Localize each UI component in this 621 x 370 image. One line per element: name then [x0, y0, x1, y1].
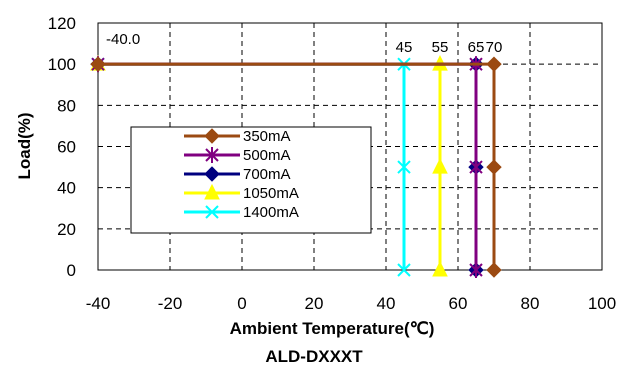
legend-entry-700mA: 700mA	[184, 166, 291, 183]
legend-label: 700mA	[243, 166, 291, 183]
x-tick-label: 0	[237, 294, 246, 313]
legend-marker	[204, 166, 220, 182]
data-point	[432, 260, 448, 277]
data-point	[486, 159, 502, 175]
y-axis-title: Load(%)	[15, 112, 34, 179]
data-point	[486, 56, 502, 72]
series-350mA	[90, 56, 502, 278]
series-layer	[90, 55, 502, 278]
x-tick-label: 100	[588, 294, 616, 313]
data-label: 55	[432, 39, 449, 56]
x-tick-label: 20	[305, 294, 324, 313]
legend-marker	[205, 205, 219, 219]
annotations: -40.0 45 55 65 70	[106, 31, 502, 56]
ticks: -40 -20 0 20 40 60 80 100 0 20 40 60 80 100 120	[48, 14, 617, 313]
marker-stroke	[397, 160, 411, 174]
marker-stroke	[205, 205, 219, 219]
legend-entry-500mA: 500mA	[184, 147, 291, 164]
legend-entry-350mA: 350mA	[184, 128, 291, 145]
data-label: 45	[396, 39, 413, 56]
data-label: 65	[468, 39, 485, 56]
legend-marker	[204, 128, 220, 144]
legend-box	[130, 126, 372, 234]
y-tick-label: 20	[57, 220, 76, 239]
x-tick-label: 60	[449, 294, 468, 313]
y-tick-label: 60	[57, 138, 76, 157]
data-point	[397, 160, 411, 174]
legend-label: 500mA	[243, 147, 291, 164]
series-line	[98, 62, 496, 270]
legend-label: 1400mA	[243, 204, 299, 221]
x-tick-label: -20	[158, 294, 183, 313]
x-tick-label: -40	[86, 294, 111, 313]
y-tick-label: 80	[57, 96, 76, 115]
data-point	[397, 263, 411, 277]
y-tick-label: 100	[48, 55, 76, 74]
data-point	[432, 157, 448, 174]
data-label: -40.0	[106, 31, 140, 48]
legend: 350mA 500mA 700mA 1050mA 1400mA	[130, 126, 372, 234]
marker-stroke	[397, 263, 411, 277]
legend-entry-1400mA: 1400mA	[184, 204, 299, 221]
legend-label: 350mA	[243, 128, 291, 145]
data-point	[469, 262, 483, 278]
data-point	[90, 56, 106, 72]
y-tick-label: 40	[57, 179, 76, 198]
x-tick-label: 80	[521, 294, 540, 313]
data-point	[486, 262, 502, 278]
y-tick-label: 120	[48, 14, 76, 33]
y-tick-label: 0	[67, 261, 76, 280]
x-tick-label: 40	[377, 294, 396, 313]
legend-marker	[204, 183, 220, 200]
chart-caption: ALD-DXXXT	[265, 347, 363, 366]
legend-label: 1050mA	[243, 185, 299, 202]
data-label: 70	[486, 39, 503, 56]
legend-marker	[205, 147, 219, 163]
legend-entry-1050mA: 1050mA	[184, 183, 299, 202]
data-point	[469, 159, 483, 176]
x-axis-title: Ambient Temperature(℃)	[230, 319, 435, 338]
